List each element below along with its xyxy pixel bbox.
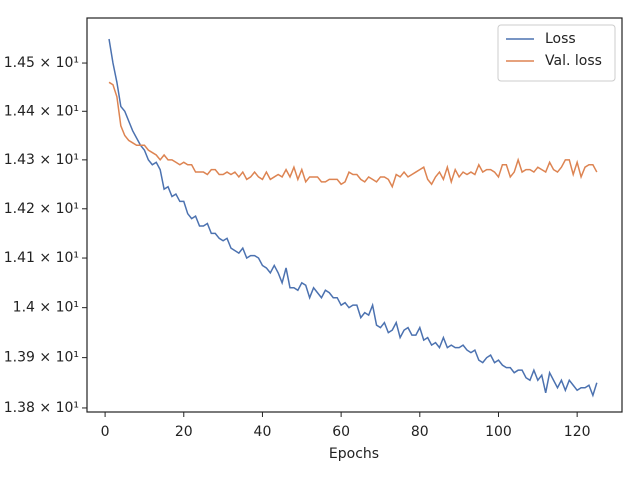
y-tick-label: 1.45 × 10¹ [4,55,79,71]
x-tick-label: 60 [332,424,350,440]
plot-frame [86,17,623,413]
x-axis-label: Epochs [329,446,379,462]
x-tick-label: 40 [254,424,272,440]
x-tick-label: 80 [411,424,429,440]
line-series [108,81,598,189]
y-tick-label: 1.4 × 10¹ [13,300,79,316]
x-tick-label: 100 [485,424,512,440]
legend-label: Val. loss [545,53,602,69]
legend: Loss Val. loss [497,24,616,82]
y-tick-label: 1.38 × 10¹ [4,400,79,416]
x-tick-label: 0 [101,424,110,440]
x-tick-label: 120 [564,424,591,440]
y-tick-label: 1.44 × 10¹ [4,103,79,119]
y-tick-label: 1.41 × 10¹ [4,250,79,266]
line-series [108,38,598,398]
legend-label: Loss [545,31,576,47]
y-tick-label: 1.42 × 10¹ [4,201,79,217]
y-tick-label: 1.39 × 10¹ [4,350,79,366]
y-tick-label: 1.43 × 10¹ [4,152,79,168]
x-tick-label: 20 [175,424,193,440]
